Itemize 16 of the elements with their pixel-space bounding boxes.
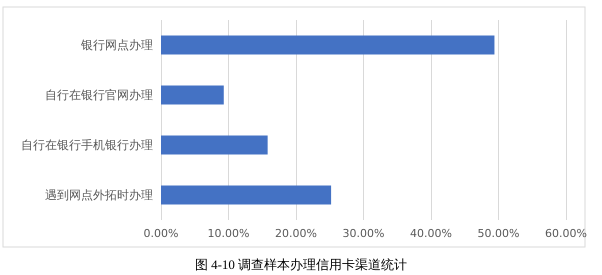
x-tick-label: 30.00% <box>342 227 384 240</box>
bar <box>161 36 494 54</box>
y-tick-label: 自行在银行官网办理 <box>45 88 153 102</box>
bar <box>161 136 268 154</box>
x-tick-label: 50.00% <box>478 227 520 240</box>
x-tick-label: 40.00% <box>410 227 452 240</box>
x-tick-label: 20.00% <box>275 227 317 240</box>
x-tick-label: 60.00% <box>545 227 587 240</box>
x-tick-label: 0.00% <box>144 227 178 240</box>
x-tick-label: 10.00% <box>208 227 250 240</box>
bar <box>161 86 224 104</box>
y-tick-label: 自行在银行手机银行办理 <box>21 138 153 152</box>
caption: 图 4-10 调查样本办理信用卡渠道统计 <box>194 257 408 272</box>
bar <box>161 186 332 204</box>
y-tick-label: 遇到网点外拓时办理 <box>45 188 153 202</box>
y-tick-label: 银行网点办理 <box>80 38 153 52</box>
